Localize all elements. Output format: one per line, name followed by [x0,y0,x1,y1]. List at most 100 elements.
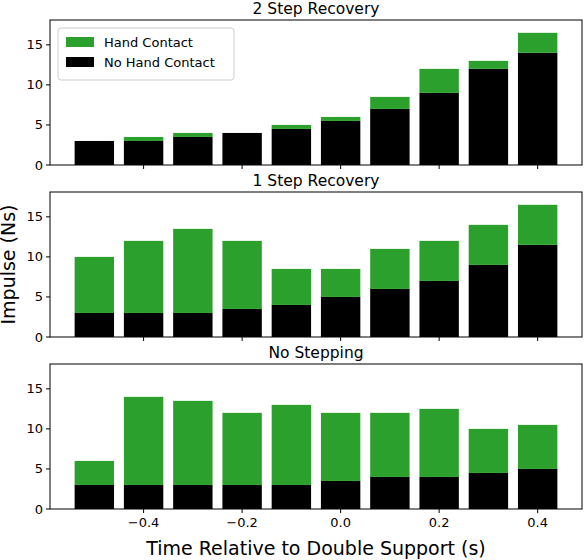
bar [272,485,311,509]
y-tick-label: 5 [35,461,43,476]
x-tick [439,165,440,169]
x-tick [242,165,243,169]
y-tick-label: 5 [35,117,43,132]
x-tick [143,337,144,341]
x-tick [537,509,538,513]
frame [50,192,582,337]
bar [321,297,360,337]
x-tick [537,337,538,341]
title: 2 Step Recovery [253,0,380,18]
y-tick [46,44,50,45]
bar [518,425,557,469]
bar [124,137,163,141]
bar [272,305,311,337]
legend-box [58,28,234,80]
x-tick-label: −0.2 [226,515,258,530]
x-tick [340,509,341,513]
x-tick-label: −0.4 [128,515,160,530]
bar [272,125,311,129]
y-tick [46,124,50,125]
y-tick-label: 10 [26,249,43,264]
y-tick [46,296,50,297]
frame [50,20,582,165]
legend-label: No Hand Contact [104,55,215,70]
bar [321,121,360,165]
legend: Hand Contact No Hand Contact [58,28,234,80]
bar [272,129,311,165]
bar [518,33,557,53]
bar [173,485,212,509]
bar [124,397,163,485]
bar [272,405,311,485]
y-tick-label: 0 [35,502,43,517]
legend-swatch [66,57,94,67]
panel: 051015−0.4−0.20.00.20.4No SteppingTime R… [26,344,582,559]
bar [222,241,261,309]
bar [469,473,508,509]
legend-swatch [66,37,94,47]
y-tick [46,428,50,429]
y-tick-label: 15 [26,37,43,52]
bar [419,281,458,337]
bar [222,413,261,485]
legend-label: Hand Contact [104,35,193,50]
y-tick [46,509,50,510]
bar [370,289,409,337]
title: No Stepping [268,344,363,362]
bar [173,401,212,485]
bar [370,477,409,509]
bar [321,413,360,481]
bar [518,469,557,509]
x-tick [143,165,144,169]
bars [75,205,558,337]
bar [321,269,360,297]
bar [75,461,114,485]
y-tick-label: 0 [35,330,43,345]
x-tick [143,509,144,513]
bar [419,409,458,477]
bar [124,485,163,509]
y-tick-label: 15 [26,381,43,396]
bar [75,141,114,165]
bar [419,477,458,509]
bar [222,133,261,165]
bar [173,313,212,337]
bar [75,313,114,337]
y-axis-label: Impulse (Ns) [0,204,19,324]
y-tick-label: 10 [26,77,43,92]
bar [222,485,261,509]
title: 1 Step Recovery [253,172,380,190]
bar [272,269,311,305]
x-tick-label: 0.2 [429,515,450,530]
bar [419,241,458,281]
bars [75,397,558,509]
y-tick [46,216,50,217]
y-tick [46,165,50,166]
x-tick [537,165,538,169]
bar [75,257,114,313]
bar [75,485,114,509]
y-tick-label: 0 [35,158,43,173]
bar [321,481,360,509]
frame [50,364,582,509]
y-tick [46,468,50,469]
x-tick [439,509,440,513]
x-axis-label: Time Relative to Double Support (s) [145,537,486,559]
x-tick [242,509,243,513]
bar [370,249,409,289]
bar [469,225,508,265]
y-tick [46,84,50,85]
x-tick [242,337,243,341]
bar [518,245,557,337]
x-tick [340,337,341,341]
bar [124,313,163,337]
y-tick-label: 10 [26,421,43,436]
bar [469,61,508,69]
bar [173,229,212,313]
bar [419,69,458,93]
bar [124,241,163,313]
x-tick-label: 0.4 [527,515,548,530]
panel: 0 5 10 15 2 Step Recovery Hand Contact No Hand… [26,0,582,173]
figure: 0 5 10 15 2 Step Recovery Hand Contact No Hand… [0,0,584,560]
x-tick [340,165,341,169]
